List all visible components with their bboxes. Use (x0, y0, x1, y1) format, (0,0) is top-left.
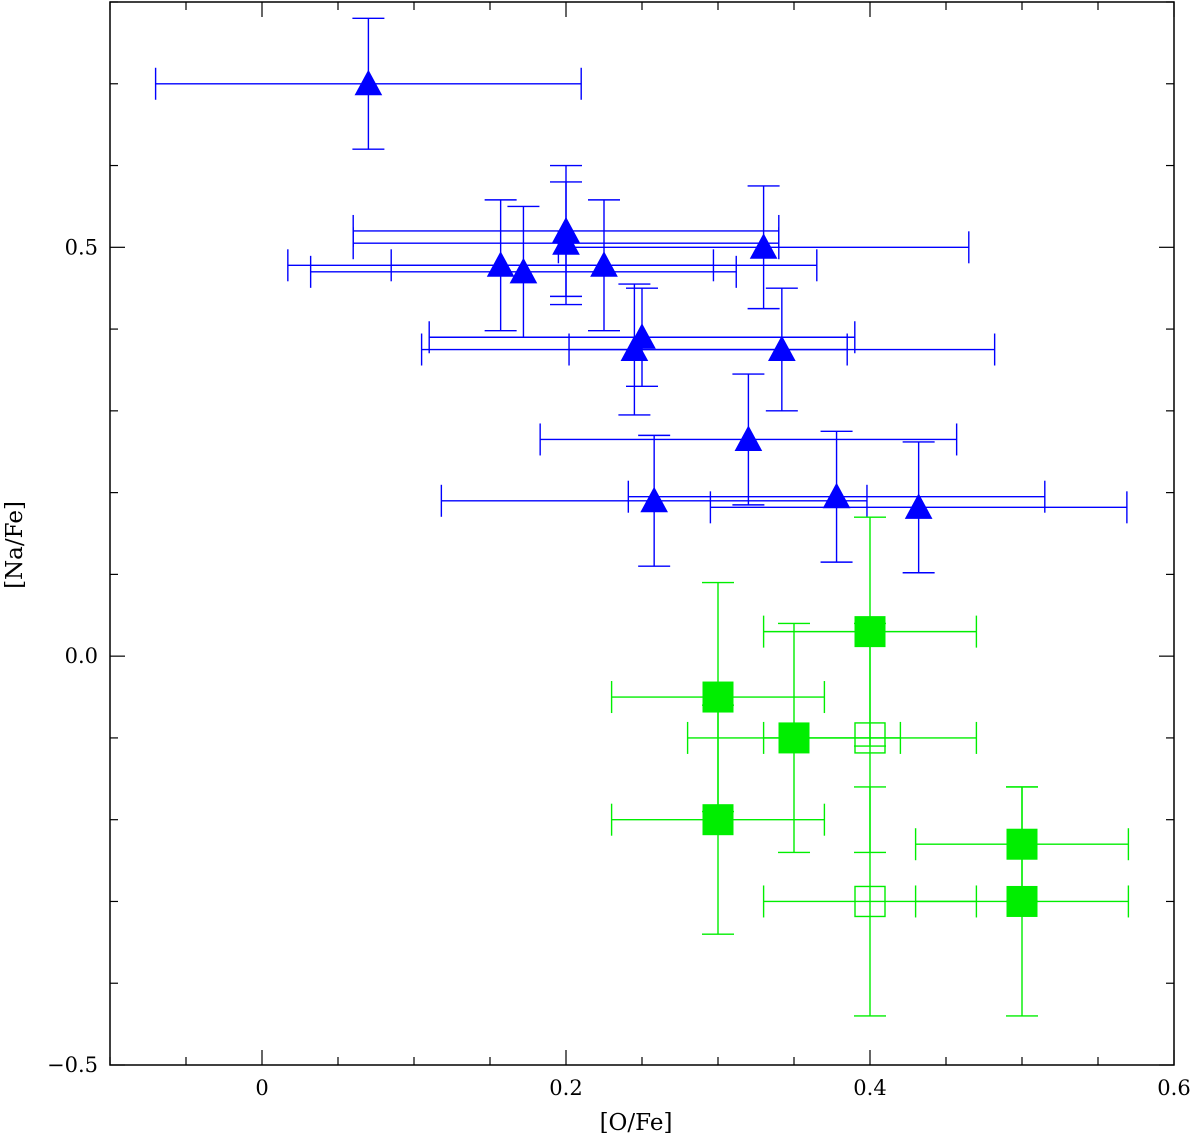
data-point (154, 17, 582, 150)
data-point (557, 185, 970, 310)
data-point (539, 373, 958, 506)
data-point (352, 181, 780, 306)
triangle-marker (904, 493, 933, 519)
marks-layer (154, 17, 1130, 1017)
x-tick-label: 0.2 (549, 1076, 582, 1100)
triangle-marker (509, 257, 538, 284)
data-point (428, 287, 856, 388)
series-open-squares (762, 622, 978, 1017)
data-point (390, 199, 818, 332)
square-marker (1006, 885, 1038, 917)
triangle-marker (354, 69, 383, 96)
y-tick-label: −0.5 (47, 1053, 98, 1077)
triangle-marker (620, 335, 649, 362)
data-point (440, 434, 868, 567)
x-tick-label: 0.6 (1157, 1076, 1190, 1100)
x-axis-label: [O/Fe] (600, 1110, 673, 1136)
series-triangles (154, 17, 1128, 574)
y-tick-label: 0.0 (65, 644, 98, 668)
triangle-marker (749, 233, 778, 259)
ticks-layer (109, 1, 1175, 1066)
data-point (309, 205, 737, 338)
open-square-marker (854, 885, 886, 918)
triangle-marker (486, 251, 515, 277)
data-point (568, 287, 996, 412)
open-square-marker (854, 722, 886, 754)
triangle-marker (640, 486, 668, 513)
data-point (627, 430, 1046, 563)
x-tick-label: 0.4 (853, 1076, 886, 1100)
triangle-marker (734, 425, 763, 451)
triangle-marker (590, 251, 618, 277)
triangle-marker (768, 335, 796, 362)
square-marker (702, 804, 734, 836)
x-tick-label: 0 (255, 1076, 268, 1100)
triangle-marker (822, 482, 851, 509)
tick-labels-layer: 0 0.2 0.4 0.6 −0.5 0.0 0.5 (47, 235, 1191, 1100)
data-point (762, 786, 978, 1017)
triangle-marker (552, 229, 580, 255)
y-tick-label: 0.5 (65, 235, 98, 259)
data-point (709, 441, 1128, 574)
y-axis-label: [Na/Fe] (2, 501, 28, 589)
data-point (610, 704, 826, 935)
